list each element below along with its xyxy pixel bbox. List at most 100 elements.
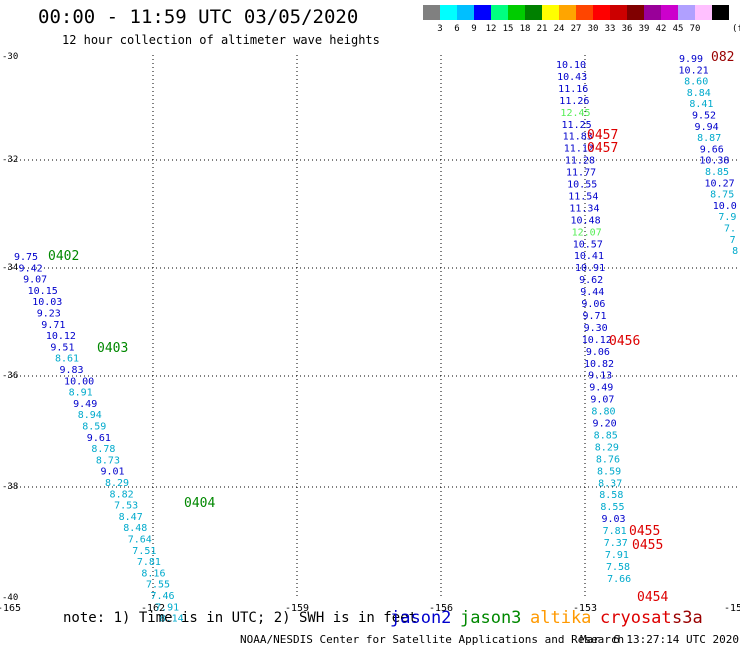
wave-height-value: 8.87 — [697, 133, 721, 144]
wave-height-value: 8.29 — [595, 442, 619, 453]
color-swatch — [627, 5, 644, 20]
wave-height-value: 9.03 — [602, 514, 626, 525]
color-scale-label: 45 — [672, 24, 684, 34]
wave-height-value: 8.82 — [110, 489, 134, 500]
color-scale-label: 39 — [638, 24, 650, 34]
wave-height-value: 9.66 — [700, 144, 724, 155]
color-scale-label: 18 — [519, 24, 531, 34]
wave-height-value: 11.34 — [569, 203, 599, 214]
wave-height-value: 10.48 — [571, 215, 601, 226]
wave-height-value: 10.12 — [46, 331, 76, 342]
wave-height-value: 7.37 — [604, 538, 628, 549]
wave-height-value: 8.59 — [597, 466, 621, 477]
pass-time-label: 0455 — [629, 524, 660, 539]
wave-height-value: 9.30 — [584, 323, 608, 334]
color-swatch — [457, 5, 474, 20]
wave-height-value: 9.23 — [37, 309, 61, 320]
color-swatch — [712, 5, 729, 20]
wave-height-value: 8.85 — [705, 167, 729, 178]
pass-time-label: 0404 — [184, 496, 215, 511]
wave-height-value: 7.58 — [606, 562, 630, 573]
wave-height-value: 7.46 — [151, 591, 175, 602]
color-swatch — [678, 5, 695, 20]
wave-height-value: 9.07 — [23, 275, 47, 286]
wave-height-value: 11.26 — [559, 96, 589, 107]
wave-height-value: 10.00 — [64, 376, 94, 387]
wave-height-value: 9.01 — [100, 467, 124, 478]
wave-height-value: 8.85 — [594, 430, 618, 441]
wave-height-value: 10.38 — [699, 156, 729, 167]
pass-time-label: 0454 — [637, 590, 668, 605]
wave-height-value: 7.91 — [605, 550, 629, 561]
color-swatch — [576, 5, 593, 20]
color-scale-label: 21 — [536, 24, 548, 34]
wave-height-value: 8.41 — [689, 99, 713, 110]
wave-height-value: 9.62 — [579, 275, 603, 286]
page-title: 00:00 - 11:59 UTC 03/05/2020 — [38, 6, 359, 28]
page-subtitle: 12 hour collection of altimeter wave hei… — [62, 33, 380, 47]
wave-height-value: 12.07 — [572, 227, 602, 238]
color-scale-label: 36 — [621, 24, 633, 34]
color-scale-label: 6 — [454, 24, 460, 34]
pass-time-label: 0456 — [609, 334, 640, 349]
wave-height-value: 9.49 — [589, 383, 613, 394]
wave-height-value: 9.75 — [14, 252, 38, 263]
wave-height-value: 8.16 — [141, 568, 165, 579]
wave-height-value: 7.51 — [132, 546, 156, 557]
color-scale-label: 12 — [485, 24, 497, 34]
wave-height-value: 7.64 — [128, 535, 152, 546]
color-scale-label: 33 — [604, 24, 616, 34]
generation-timestamp: Mar 6 13:27:14 UTC 2020 — [580, 633, 739, 646]
wave-height-value: 11.83 — [563, 132, 593, 143]
legend-jason2: jason2 — [390, 608, 452, 628]
color-scale-label: 27 — [570, 24, 582, 34]
wave-height-value: 9.06 — [586, 347, 610, 358]
wave-height-value: 7.66 — [607, 574, 631, 585]
wave-height-value: 9.51 — [50, 342, 74, 353]
wave-height-value: 9.71 — [582, 311, 606, 322]
wave-height-value: 11.16 — [558, 84, 588, 95]
legend-cryosat: cryosat — [600, 608, 672, 628]
wave-height-value: 11.12 — [564, 144, 594, 155]
color-swatch — [474, 5, 491, 20]
wave-height-value: 8.14 — [160, 614, 184, 625]
pass-time-label: 0402 — [48, 249, 79, 264]
footnote: note: 1) Time is in UTC; 2) SWH is in fe… — [63, 610, 418, 626]
color-swatch — [491, 5, 508, 20]
x-tick-label: -162 — [141, 603, 165, 614]
wave-height-value: 9.07 — [590, 395, 614, 406]
wave-height-value: 8.60 — [684, 77, 708, 88]
wave-height-value: 9.44 — [580, 287, 604, 298]
wave-height-value: 8.47 — [119, 512, 143, 523]
wave-height-value: 10.55 — [567, 180, 597, 191]
wave-height-value: 10.15 — [28, 286, 58, 297]
wave-height-value: 12.45 — [560, 108, 590, 119]
map-grid — [8, 55, 738, 598]
pass-time-label: 0457 — [587, 141, 618, 156]
x-tick-label: -159 — [285, 603, 309, 614]
wave-height-value: 8.94 — [78, 410, 102, 421]
wave-height-value: 8.55 — [600, 502, 624, 513]
wave-height-value: 11.54 — [568, 191, 598, 202]
wave-height-value: 9.42 — [19, 263, 43, 274]
color-scale-unit: (ft) — [732, 24, 740, 34]
wave-height-value: 10.10 — [556, 60, 586, 71]
pass-time-label: 0455 — [632, 538, 663, 553]
color-scale-label: 30 — [587, 24, 599, 34]
wave-height-value: 11.25 — [562, 120, 592, 131]
color-swatch — [695, 5, 712, 20]
wave-height-value: 9.94 — [695, 122, 719, 133]
wave-height-value: 8.76 — [596, 454, 620, 465]
wave-height-value: 9.13 — [588, 371, 612, 382]
wave-height-value: 9.61 — [87, 433, 111, 444]
color-scale-label: 70 — [689, 24, 701, 34]
color-scale-label: 42 — [655, 24, 667, 34]
x-tick-label: -165 — [0, 603, 21, 614]
altimeter-tracks: 9.759.429.0710.1510.039.239.7110.129.518… — [14, 54, 738, 625]
color-scale-label: 15 — [502, 24, 514, 34]
wave-height-value: 7 — [730, 235, 736, 246]
pass-time-label: 0457 — [587, 128, 618, 143]
color-scale-label: 9 — [471, 24, 477, 34]
